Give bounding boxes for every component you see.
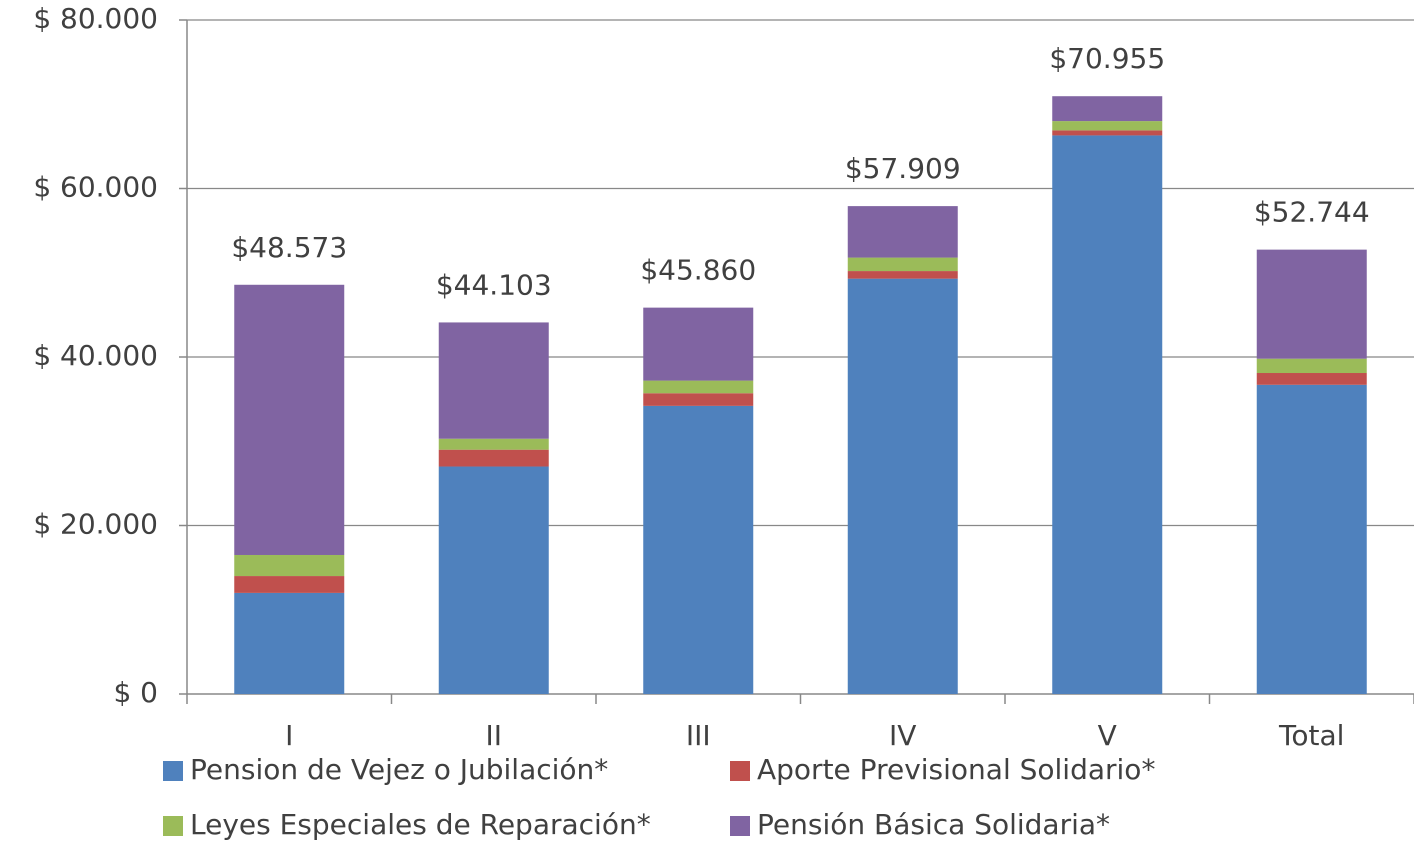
legend-swatch — [163, 816, 183, 836]
y-tick-label: $ 0 — [113, 676, 158, 709]
x-tick-label: V — [1098, 719, 1117, 752]
legend-swatch — [730, 816, 750, 836]
bar-segment — [234, 576, 345, 593]
bar-segment — [1256, 373, 1367, 385]
bar-segment — [643, 380, 754, 394]
bar-segment — [847, 271, 958, 279]
total-label: $57.909 — [845, 152, 961, 185]
total-label: $70.955 — [1049, 42, 1165, 75]
bar-segment — [438, 466, 549, 694]
legend-label: Aporte Previsional Solidario* — [757, 753, 1155, 786]
total-label: $52.744 — [1254, 196, 1370, 229]
bar-segment — [1052, 96, 1163, 122]
bar-segment — [1256, 358, 1367, 374]
bar-segment — [1256, 384, 1367, 694]
bar-segment — [234, 592, 345, 694]
x-tick-label: III — [686, 719, 711, 752]
legend-label: Leyes Especiales de Reparación* — [190, 808, 651, 841]
bar-segment — [1256, 249, 1367, 359]
bar-segment — [643, 307, 754, 381]
x-tick-label: Total — [1278, 719, 1344, 752]
y-tick-label: $ 20.000 — [33, 508, 158, 541]
legend-label: Pensión Básica Solidaria* — [757, 808, 1110, 841]
total-label: $48.573 — [231, 231, 347, 264]
y-tick-label: $ 40.000 — [33, 339, 158, 372]
total-label: $44.103 — [436, 268, 552, 301]
y-tick-label: $ 60.000 — [33, 171, 158, 204]
bar-segment — [1052, 121, 1163, 131]
bar-segment — [1052, 130, 1163, 136]
bar-segment — [847, 278, 958, 694]
bar-segment — [1052, 135, 1163, 695]
legend-label: Pension de Vejez o Jubilación* — [190, 753, 608, 786]
bar-segment — [438, 438, 549, 450]
x-tick-label: IV — [889, 719, 916, 752]
bar-segment — [234, 554, 345, 577]
total-label: $45.860 — [640, 254, 756, 287]
bar-segment — [438, 449, 549, 467]
x-tick-label: I — [285, 719, 293, 752]
bar-segment — [643, 393, 754, 406]
legend-swatch — [730, 761, 750, 781]
y-tick-label: $ 80.000 — [33, 2, 158, 35]
bar-segment — [438, 322, 549, 439]
x-tick-label: II — [485, 719, 502, 752]
bar-segment — [847, 206, 958, 258]
legend-swatch — [163, 761, 183, 781]
bar-segment — [847, 257, 958, 272]
bar-segment — [234, 284, 345, 555]
bar-segment — [643, 405, 754, 694]
